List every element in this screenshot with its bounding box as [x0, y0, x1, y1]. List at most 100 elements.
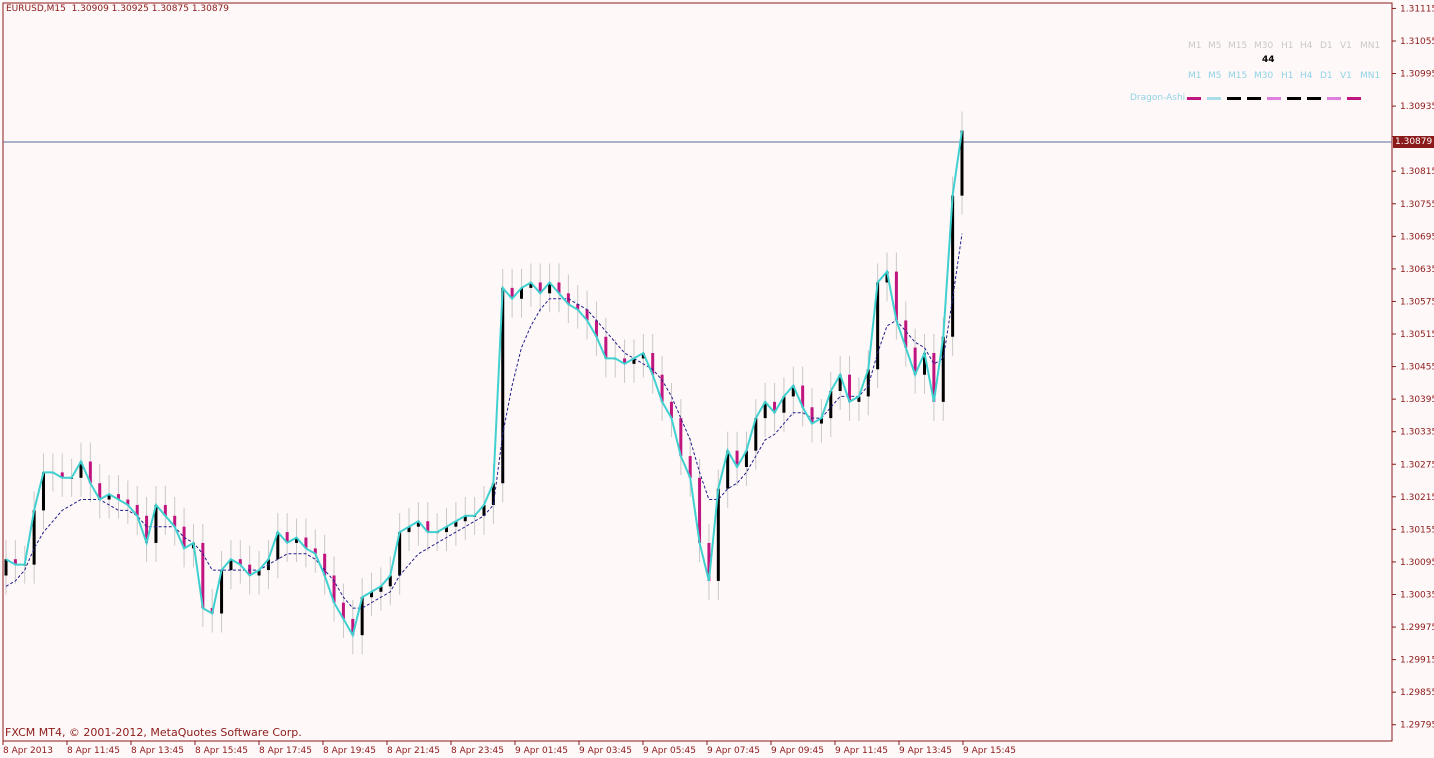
candle-bear	[707, 542, 711, 581]
timeframe-top-h1[interactable]: H1	[1281, 41, 1294, 51]
timeframe-mid-d1[interactable]: D1	[1320, 71, 1333, 81]
swatch-w1	[1327, 97, 1341, 100]
candle-bull	[454, 521, 458, 527]
y-tick-label: 1.30395	[1400, 395, 1434, 405]
candle-bull	[519, 287, 523, 299]
symbol-label: EURUSD,M15	[6, 4, 66, 14]
x-tick-label: 8 Apr 23:45	[451, 746, 504, 756]
candle-bull	[819, 418, 823, 424]
swatch-m5	[1207, 97, 1221, 100]
timeframe-mid-m5[interactable]: M5	[1208, 71, 1222, 81]
candle-bear	[323, 553, 327, 576]
y-tick-label: 1.30575	[1400, 297, 1434, 307]
x-tick-label: 9 Apr 07:45	[707, 746, 760, 756]
timeframe-mid-m1[interactable]: M1	[1188, 71, 1202, 81]
y-tick-label: 1.29915	[1400, 656, 1434, 666]
swatch-m15	[1227, 97, 1241, 100]
candle-bull	[257, 570, 261, 576]
timeframe-top-v1[interactable]: V1	[1340, 41, 1352, 51]
x-tick-label: 9 Apr 09:45	[771, 746, 824, 756]
ma-line	[5, 233, 963, 609]
candle-bear	[594, 320, 598, 337]
ohlc-label: 1.30909 1.30925 1.30875 1.30879	[71, 4, 230, 14]
candle-bear	[88, 461, 92, 484]
candle-bear	[810, 407, 814, 424]
swatch-m1	[1187, 97, 1201, 100]
candle-bull	[548, 282, 552, 294]
timeframe-mid-v1[interactable]: V1	[1340, 71, 1352, 81]
candle-bull	[295, 537, 299, 543]
candle-bull	[763, 401, 767, 419]
candle-bear	[304, 537, 308, 549]
candle-bull	[463, 515, 467, 522]
y-tick-label: 1.30455	[1400, 363, 1434, 373]
candle-bear	[351, 618, 355, 636]
candle-bull	[154, 504, 158, 543]
candle-bull	[782, 396, 786, 413]
y-axis: 1.31115 1.31055 1.30995 1.30935 1.30815 1.307…	[1392, 4, 1434, 731]
timeframe-mid-h1[interactable]: H1	[1281, 71, 1294, 81]
y-tick-label: 1.30635	[1400, 265, 1434, 275]
swatch-mn1	[1347, 97, 1361, 100]
candle-bull	[32, 510, 36, 565]
x-tick-label: 8 Apr 19:45	[323, 746, 376, 756]
y-tick-label: 1.31055	[1400, 37, 1434, 47]
timeframe-mid-m30[interactable]: M30	[1254, 71, 1274, 81]
candle-bear	[201, 542, 205, 609]
candle-bear	[679, 418, 683, 457]
timeframe-top-d1[interactable]: D1	[1320, 41, 1333, 51]
timeframe-mid-h4[interactable]: H4	[1300, 71, 1313, 81]
timeframe-top-m30[interactable]: M30	[1254, 41, 1274, 51]
timeframe-top-h4[interactable]: H4	[1300, 41, 1313, 51]
dragon-ashi-line	[5, 130, 963, 638]
y-tick-label: 1.30695	[1400, 232, 1434, 242]
candle-bull	[744, 450, 748, 467]
chart-header: EURUSD,M15 1.30909 1.30925 1.30875 1.308…	[6, 4, 229, 14]
candles	[4, 111, 964, 655]
candle-bear	[557, 282, 561, 294]
copyright-text: FXCM MT4, © 2001-2012, MetaQuotes Softwa…	[5, 726, 302, 739]
candle-bull	[398, 532, 402, 576]
candle-bull	[360, 597, 364, 636]
candle-bear	[173, 515, 177, 527]
candle-bull	[276, 532, 280, 560]
candle-bear	[904, 320, 908, 348]
x-tick-label: 9 Apr 05:45	[643, 746, 696, 756]
y-tick-label: 1.30935	[1400, 102, 1434, 112]
x-axis: 8 Apr 2013 8 Apr 11:45 8 Apr 13:45 8 Apr 15…	[2, 741, 1016, 756]
timeframe-top-mn1[interactable]: MN1	[1360, 41, 1381, 51]
candle-bear	[913, 347, 917, 375]
candle-bull	[379, 586, 383, 592]
candle-bull	[529, 282, 533, 288]
timeframe-top-m5[interactable]: M5	[1208, 41, 1222, 51]
candle-bear	[604, 336, 608, 359]
candle-bull	[229, 559, 233, 571]
candle-bull	[407, 526, 411, 533]
swatch-h1	[1267, 97, 1281, 100]
candle-bear	[238, 559, 242, 565]
x-tick-label: 9 Apr 13:45	[899, 746, 952, 756]
timeframe-mid-mn1[interactable]: MN1	[1360, 71, 1381, 81]
candle-bear	[163, 504, 167, 516]
candle-bear	[848, 374, 852, 402]
x-tick-label: 9 Apr 03:45	[579, 746, 632, 756]
timeframe-mid-m15[interactable]: M15	[1228, 71, 1248, 81]
y-tick-label: 1.30095	[1400, 558, 1434, 568]
x-tick-label: 9 Apr 11:45	[835, 746, 888, 756]
candle-bull	[876, 282, 880, 370]
candle-bear	[13, 559, 17, 565]
timeframe-top-m15[interactable]: M15	[1228, 41, 1248, 51]
candle-bull	[941, 336, 945, 402]
y-tick-label: 1.29795	[1400, 721, 1434, 731]
candle-bear	[698, 477, 702, 543]
candle-bear	[60, 472, 64, 478]
plot-frame	[2, 2, 1393, 742]
candle-bull	[923, 353, 927, 375]
x-tick-label: 8 Apr 21:45	[387, 746, 440, 756]
timeframe-top-m1[interactable]: M1	[1188, 41, 1202, 51]
candle-bear	[426, 521, 430, 533]
candle-bear	[285, 532, 289, 543]
candle-bull	[4, 559, 8, 576]
x-tick-label: 8 Apr 13:45	[131, 746, 184, 756]
